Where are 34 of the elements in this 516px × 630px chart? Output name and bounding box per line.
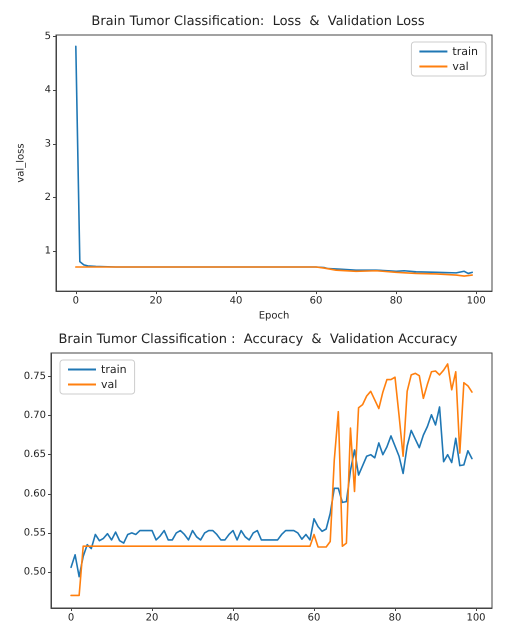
x-tick-label: 100: [466, 612, 486, 624]
y-tick-label: 1: [44, 245, 51, 256]
y-tick-label: 3: [44, 138, 51, 150]
line-series: [70, 406, 473, 578]
x-tick-label: 40: [226, 612, 240, 624]
y-axis-title: val_loss: [16, 143, 26, 183]
legend-label: val: [101, 378, 118, 391]
y-tick-label: 0.55: [24, 527, 46, 538]
chart-title: Brain Tumor Classification: Loss & Validation Loss: [91, 14, 425, 29]
x-tick-label: 60: [310, 296, 322, 307]
legend-label: train: [101, 363, 127, 376]
legend-label: train: [452, 45, 478, 58]
chart-title: Brain Tumor Classification : Accuracy & Validation Accuracy: [58, 332, 458, 347]
y-tick-label: 0.50: [24, 566, 46, 578]
x-tick-label: 80: [390, 296, 402, 307]
x-tick-label: 80: [388, 612, 402, 624]
x-axis-title: Epoch: [258, 310, 290, 322]
line-series: [75, 266, 473, 277]
y-tick-label: 4: [44, 84, 51, 96]
x-tick-label: 60: [308, 612, 320, 624]
y-tick-label: 0.65: [24, 449, 46, 460]
y-tick-label: 5: [44, 31, 51, 42]
y-tick-label: 0.70: [24, 410, 46, 422]
x-tick-label: 40: [230, 296, 242, 307]
x-tick-label: 20: [150, 296, 162, 307]
line-series: [70, 363, 473, 596]
x-tick-label: 100: [466, 296, 486, 307]
x-tick-label: 20: [146, 612, 158, 624]
y-tick-label: 0.60: [24, 488, 46, 500]
x-tick-label: 0: [68, 612, 74, 624]
x-tick-label: 0: [72, 296, 80, 307]
y-tick-label: 2: [44, 192, 51, 203]
legend-label: val: [452, 60, 469, 73]
y-tick-label: 0.75: [24, 370, 46, 382]
